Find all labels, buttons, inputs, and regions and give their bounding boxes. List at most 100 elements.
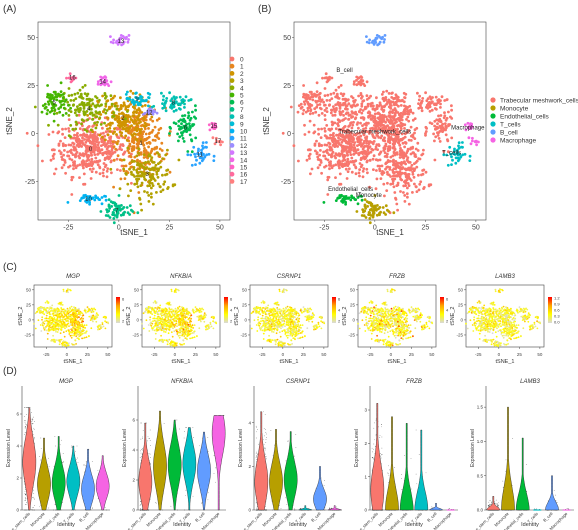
feature-point (97, 327, 100, 330)
cluster-0-point (84, 134, 87, 138)
celltype-0-point (400, 137, 404, 141)
cluster-7-point (130, 208, 133, 212)
celltype-0-point (330, 127, 334, 131)
cluster-2-point (101, 135, 104, 139)
celltype-0-point (357, 171, 361, 175)
celltype-0-point (332, 91, 336, 95)
celltype-0-point (397, 165, 401, 168)
cluster-0-point (106, 167, 110, 171)
celltype-0-point (331, 150, 335, 154)
celltype-5-point (471, 139, 474, 143)
celltype-0-point (341, 94, 345, 98)
cluster-11-point (203, 155, 207, 158)
celltype-0-point (387, 92, 391, 95)
cluster-0-point (70, 151, 73, 155)
feature-point (59, 339, 61, 341)
feature-point (92, 318, 95, 321)
cluster-1-point (160, 141, 164, 145)
celltype-0-point (343, 158, 347, 162)
feature-point (76, 316, 79, 319)
cluster-3-point (161, 173, 164, 177)
feature-point (163, 314, 166, 317)
celltype-0-point (387, 173, 391, 177)
celltype-0-point (407, 166, 410, 170)
cluster-3-point (136, 185, 140, 189)
y-tick-label: -25 (132, 333, 139, 338)
celltype-5-point (467, 136, 471, 140)
feature-point (159, 304, 162, 307)
cluster-6-point (182, 140, 186, 143)
cluster-3-point (161, 188, 165, 192)
feature-point (70, 305, 73, 308)
cluster-10-point (93, 198, 97, 202)
feature-point (167, 325, 170, 328)
feature-point (145, 319, 148, 322)
celltype-0-point (352, 103, 355, 107)
celltype-0-point (334, 140, 338, 144)
celltype-0-point (347, 102, 351, 106)
celltype-0-point (386, 100, 390, 104)
cluster-7-point (106, 214, 110, 218)
cluster-10-point (100, 196, 104, 199)
celltype-0-point (394, 109, 397, 112)
feature-point (160, 312, 163, 315)
cluster-0-point (86, 145, 90, 149)
feature-point (81, 337, 83, 340)
celltype-0-point (289, 105, 293, 109)
celltype-0-point (342, 125, 346, 129)
cluster-0-point (71, 153, 75, 157)
cluster-10-point (91, 196, 95, 200)
feature-point (40, 330, 43, 332)
legend-label-9: 9 (240, 121, 244, 128)
cluster-1-point (138, 135, 142, 138)
cluster-3-point (148, 181, 152, 185)
feature-point (189, 330, 192, 332)
celltype-0-point (317, 113, 321, 117)
cluster-13-point (120, 43, 123, 47)
cluster-0-point (89, 150, 93, 154)
celltype-3-point (461, 141, 464, 144)
celltype-0-point (323, 143, 327, 147)
feature-point (79, 329, 82, 332)
celltype-0-point (358, 174, 361, 178)
cluster-3-point (148, 175, 152, 179)
celltype-0-point (383, 104, 387, 108)
feature-point (173, 343, 176, 346)
cluster-2-point (127, 104, 131, 108)
celltype-0-point (422, 148, 425, 152)
celltype-0-point (311, 95, 315, 99)
celltype-0-point (340, 141, 344, 144)
cluster-4-point (88, 105, 92, 108)
feature-points (141, 288, 218, 347)
cluster-0-point (101, 126, 104, 130)
feature-point (57, 310, 60, 312)
cluster-1-point (153, 147, 156, 151)
celltype-0-point (381, 139, 385, 142)
cluster-2-point (126, 129, 129, 133)
celltype-0-point (374, 145, 378, 149)
feature-point (34, 327, 37, 330)
celltype-0-point (403, 160, 406, 164)
celltype-0-point (413, 137, 417, 141)
feature-point (179, 343, 181, 345)
celltype-1-point (376, 204, 379, 207)
celltype-0-point (332, 132, 335, 135)
celltype-0-point (336, 118, 340, 122)
celltype-0-point (377, 123, 381, 127)
celltype-0-point (424, 170, 428, 174)
celltype-0-point (361, 152, 365, 156)
celltype-0-point (369, 94, 372, 98)
cluster-15-point (213, 122, 216, 125)
feature-point (151, 328, 154, 331)
feature-point (169, 318, 172, 321)
feature-point (73, 312, 75, 315)
cluster-4-point (112, 111, 116, 115)
cluster-2-point (111, 132, 115, 135)
cluster-5-point (43, 102, 47, 106)
cluster-0-point (82, 153, 86, 157)
feature-point (165, 310, 168, 312)
cluster-0-point (77, 154, 80, 158)
cluster-3-point (177, 158, 181, 162)
legend-label-5: 5 (240, 93, 244, 100)
cluster-4-point (80, 118, 84, 122)
